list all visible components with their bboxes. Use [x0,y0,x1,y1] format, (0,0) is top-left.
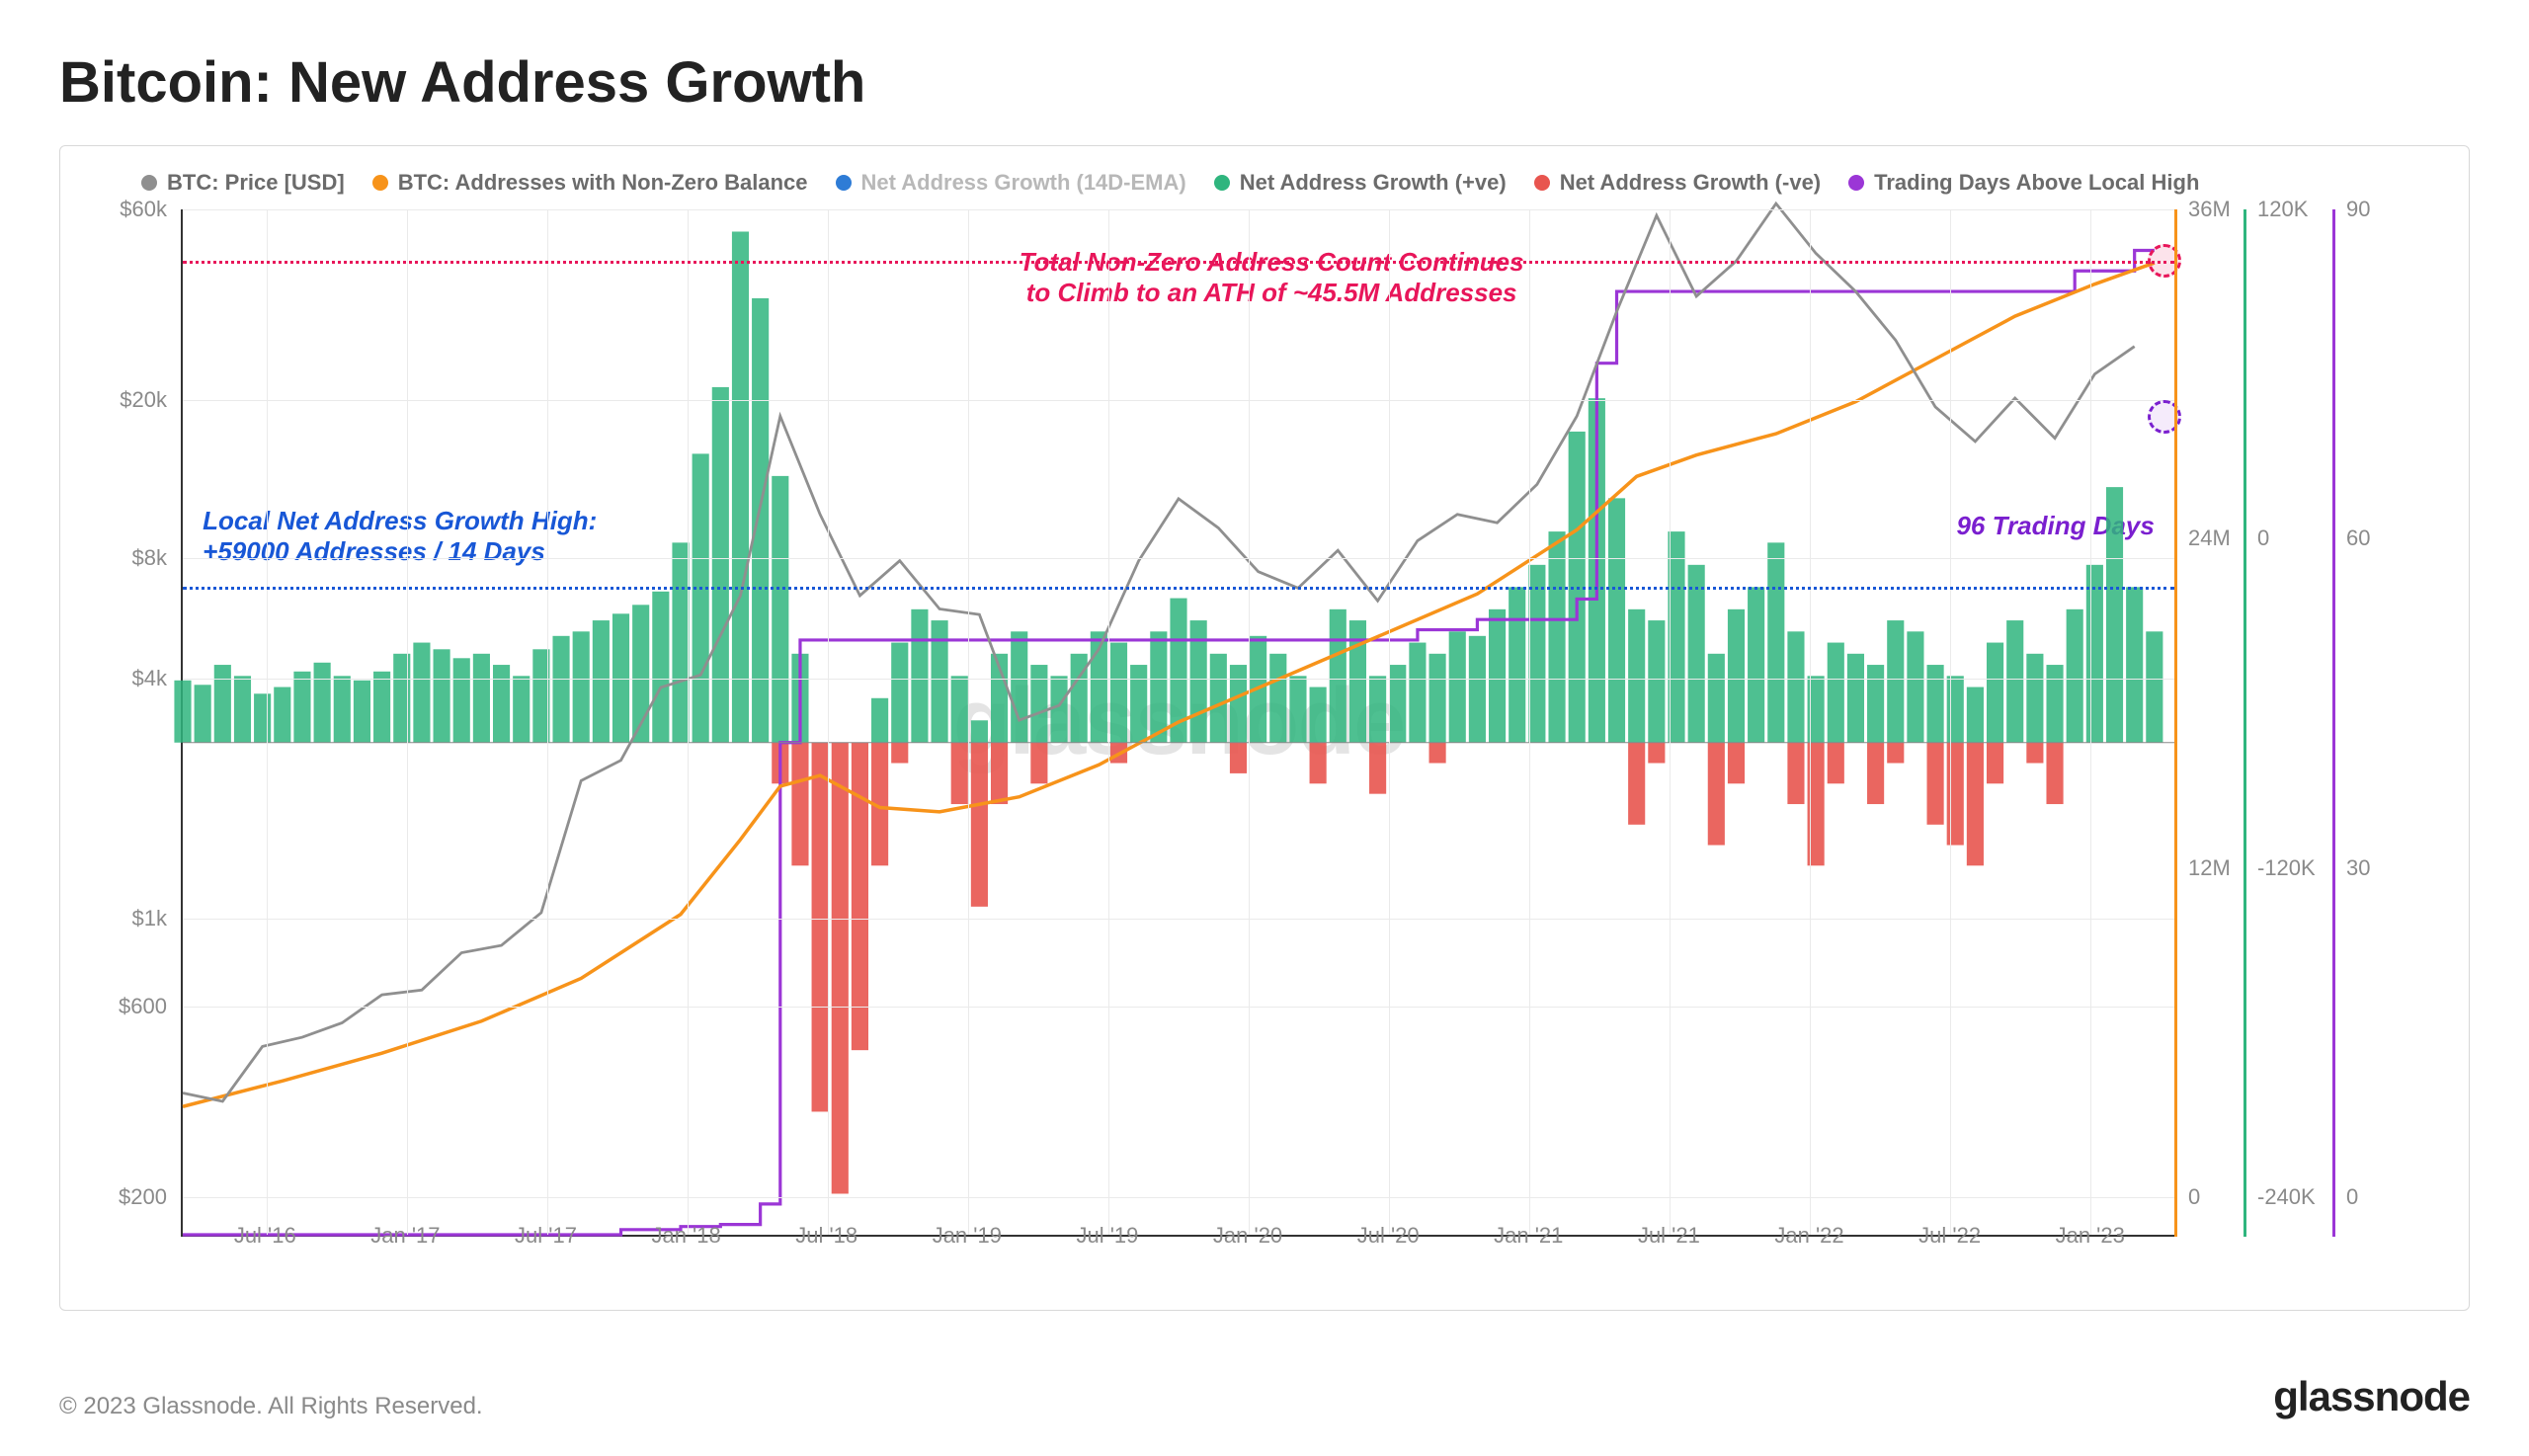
legend-dot [836,175,852,191]
legend-label: BTC: Price [USD] [167,170,345,196]
legend: BTC: Price [USD] BTC: Addresses with Non-… [88,170,2441,196]
gridline-h [183,679,2174,680]
legend-item: BTC: Price [USD] [141,170,345,196]
gridline-h [183,1197,2174,1198]
y-right-tick: 30 [2346,855,2370,881]
chart-svg [183,209,2174,1235]
y-right-tick: -120K [2257,855,2316,881]
legend-label: Trading Days Above Local High [1874,170,2199,196]
x-tick: Jan '23 [2056,1223,2125,1249]
copyright: © 2023 Glassnode. All Rights Reserved. [59,1393,483,1420]
gridline-v [1389,209,1390,1235]
dash-pink [183,261,2174,264]
y-left-tick: $60k [120,197,167,222]
y-right-axis-bar [2243,209,2246,1237]
gridline-h [183,1007,2174,1008]
y-left-tick: $1k [132,906,167,931]
legend-item: Trading Days Above Local High [1848,170,2199,196]
gridline-v [1108,209,1109,1235]
legend-dot [1848,175,1864,191]
y-axis-right: 012M24M36M-240K-120K0120K0306090 [2174,209,2441,1237]
x-tick: Jul '20 [1357,1223,1420,1249]
legend-item: Net Address Growth (14D-EMA) [836,170,1186,196]
gridline-v [407,209,408,1235]
y-right-axis-bar [2332,209,2335,1237]
y-right-tick: 24M [2188,526,2231,551]
legend-label: Net Address Growth (-ve) [1560,170,1821,196]
x-tick: Jan '22 [1774,1223,1843,1249]
legend-item: Net Address Growth (-ve) [1534,170,1821,196]
x-axis: Jul '16Jan '17Jul '17Jan '18Jul '18Jan '… [181,1203,2174,1243]
x-tick: Jan '21 [1494,1223,1563,1249]
gridline-v [1249,209,1250,1235]
gridline-v [828,209,829,1235]
footer: © 2023 Glassnode. All Rights Reserved. g… [59,1373,2470,1420]
x-tick: Jan '20 [1213,1223,1282,1249]
plot: glassnode Local Net Address Growth High:… [181,209,2174,1237]
legend-item: Net Address Growth (+ve) [1214,170,1507,196]
dash-blue [183,587,2174,590]
gridline-h [183,919,2174,920]
x-tick: Jul '21 [1638,1223,1700,1249]
x-tick: Jan '18 [651,1223,720,1249]
y-left-tick: $4k [132,666,167,691]
x-tick: Jan '19 [933,1223,1002,1249]
y-right-tick: -240K [2257,1184,2316,1210]
legend-item: BTC: Addresses with Non-Zero Balance [372,170,808,196]
y-left-tick: $200 [119,1184,167,1210]
gridline-h [183,558,2174,559]
page-title: Bitcoin: New Address Growth [59,49,2470,116]
legend-label: BTC: Addresses with Non-Zero Balance [398,170,808,196]
legend-dot [141,175,157,191]
legend-dot [372,175,388,191]
y-left-tick: $8k [132,545,167,571]
y-left-tick: $20k [120,387,167,413]
y-right-axis-bar [2174,209,2177,1237]
x-tick: Jul '19 [1076,1223,1138,1249]
gridline-v [1950,209,1951,1235]
y-right-tick: 90 [2346,197,2370,222]
gridline-v [547,209,548,1235]
y-right-tick: 0 [2346,1184,2358,1210]
gridline-h [183,400,2174,401]
gridline-v [1529,209,1530,1235]
legend-label: Net Address Growth (14D-EMA) [861,170,1186,196]
x-tick: Jul '16 [234,1223,296,1249]
gridline-v [2090,209,2091,1235]
x-tick: Jul '18 [795,1223,857,1249]
gridline-v [688,209,689,1235]
y-right-tick: 60 [2346,526,2370,551]
y-left-tick: $600 [119,994,167,1019]
gridline-v [968,209,969,1235]
x-tick: Jan '17 [370,1223,440,1249]
y-axis-left: $200$600$1k$4k$8k$20k$60k [88,209,181,1237]
gridline-v [267,209,268,1235]
plot-area: $200$600$1k$4k$8k$20k$60k glassnode Loca… [88,209,2441,1237]
gridline-v [1670,209,1671,1235]
legend-dot [1214,175,1230,191]
y-right-tick: 36M [2188,197,2231,222]
y-right-tick: 0 [2257,526,2269,551]
y-right-tick: 120K [2257,197,2308,222]
gridline-h [183,209,2174,210]
legend-label: Net Address Growth (+ve) [1240,170,1507,196]
x-tick: Jul '17 [515,1223,577,1249]
gridline-v [1810,209,1811,1235]
brand-logo: glassnode [2273,1373,2470,1420]
legend-dot [1534,175,1550,191]
y-right-tick: 0 [2188,1184,2200,1210]
x-tick: Jul '22 [1918,1223,1981,1249]
y-right-tick: 12M [2188,855,2231,881]
chart-container: BTC: Price [USD] BTC: Addresses with Non-… [59,145,2470,1311]
